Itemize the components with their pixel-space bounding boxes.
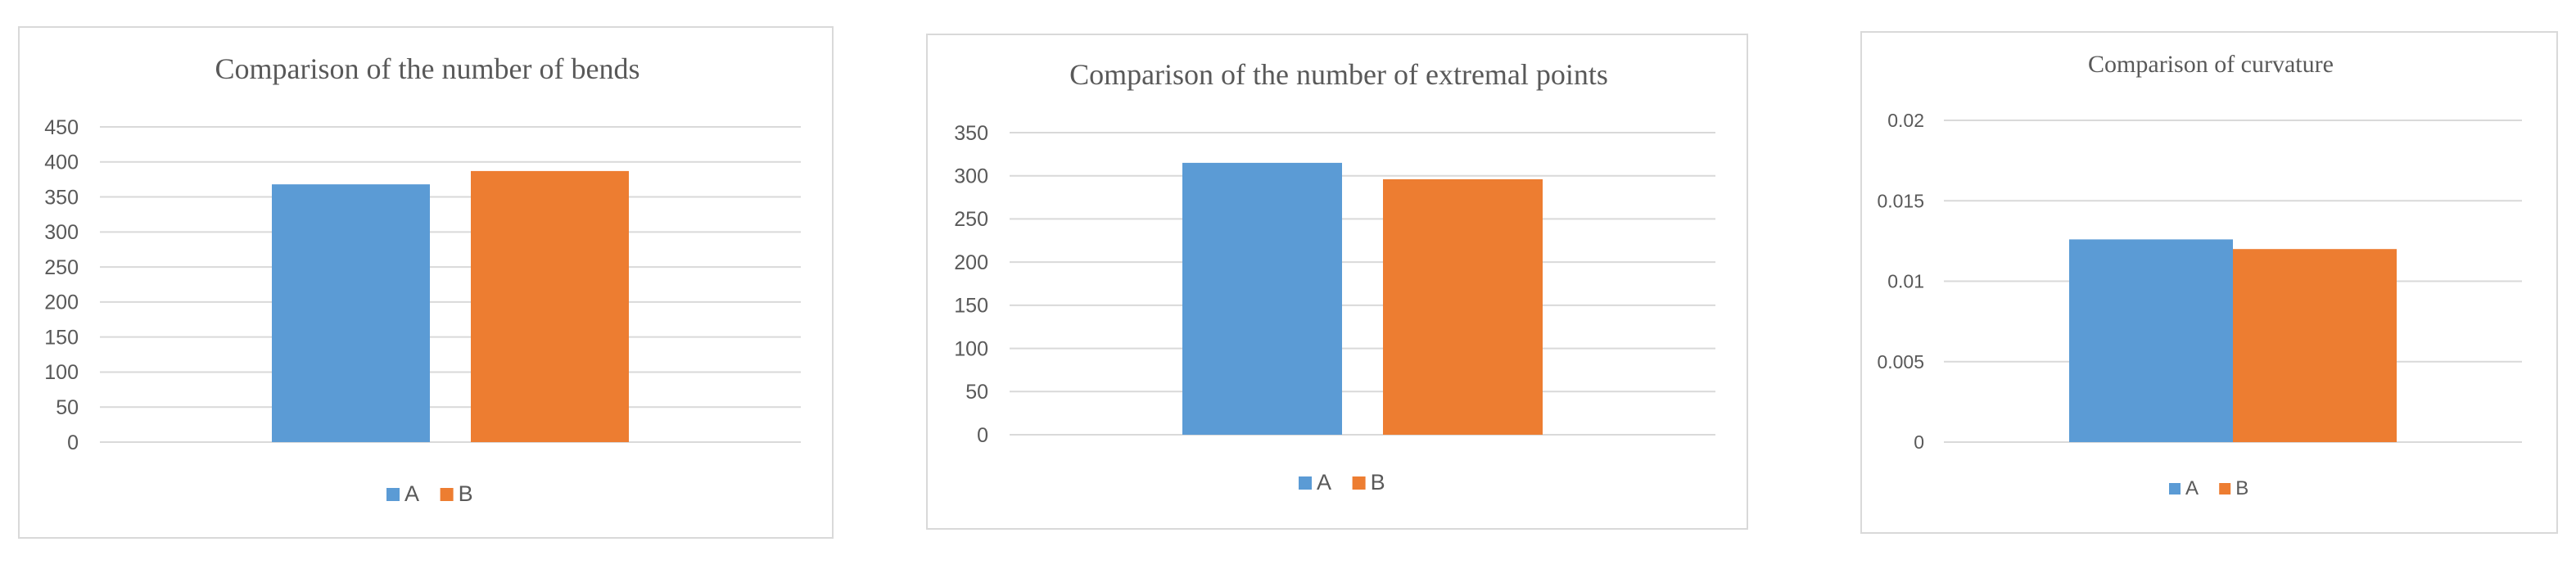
y-tick-label: 0 — [1914, 431, 1924, 453]
y-tick-label: 200 — [44, 291, 79, 314]
legend-swatch-a — [386, 488, 400, 501]
y-tick-label: 100 — [44, 361, 79, 384]
legend-label-a: A — [404, 481, 419, 506]
bar-b — [1383, 178, 1543, 435]
y-tick-label: 250 — [954, 208, 988, 231]
legend-swatch-a — [1299, 476, 1312, 490]
legend-label-b: B — [2235, 477, 2248, 499]
y-tick-label: 350 — [954, 122, 988, 145]
y-tick-label: 350 — [44, 186, 79, 209]
chart-curvature: Comparison of curvature 0 0.005 0.01 0.015 0.… — [1877, 51, 2522, 499]
y-tick-label: 0 — [67, 431, 79, 454]
bar-a — [1182, 162, 1342, 435]
y-tick-label: 0 — [977, 424, 988, 447]
bar-b — [471, 170, 629, 442]
legend-label-b: B — [1371, 470, 1385, 494]
bar-a — [272, 184, 430, 442]
y-tick-label: 200 — [954, 251, 988, 274]
legend-label-a: A — [2185, 477, 2199, 499]
chart-title: Comparison of the number of bends — [215, 52, 640, 85]
chart-panel-extremal-points: Comparison of the number of extremal poi… — [926, 34, 1748, 530]
chart-title: Comparison of curvature — [2088, 51, 2334, 78]
bar-b — [2233, 249, 2397, 442]
legend-label-a: A — [1317, 470, 1331, 494]
y-tick-label: 100 — [954, 337, 988, 360]
legend-label-b: B — [459, 481, 473, 506]
chart-extremal-points: Comparison of the number of extremal poi… — [954, 58, 1715, 494]
y-tick-label: 300 — [44, 221, 79, 244]
legend-swatch-b — [2219, 483, 2231, 494]
chart-panel-curvature: Comparison of curvature 0 0.005 0.01 0.015 0.… — [1860, 31, 2558, 534]
y-tick-label: 150 — [44, 326, 79, 349]
chart-title: Comparison of the number of extremal poi… — [1069, 58, 1608, 91]
chart-bends: Comparison of the number of bends 0 50 100 1… — [44, 52, 801, 506]
y-tick-label: 50 — [965, 381, 988, 404]
y-tick-label: 400 — [44, 151, 79, 174]
y-tick-label: 0.015 — [1877, 190, 1924, 211]
y-tick-label: 450 — [44, 116, 79, 139]
y-tick-label: 300 — [954, 165, 988, 187]
y-tick-label: 0.02 — [1887, 110, 1924, 131]
y-tick-label: 0.005 — [1877, 351, 1924, 373]
y-tick-label: 150 — [954, 295, 988, 318]
y-tick-label: 0.01 — [1887, 271, 1924, 292]
y-tick-label: 50 — [56, 396, 79, 419]
y-tick-label: 250 — [44, 256, 79, 279]
bar-a — [2069, 239, 2233, 442]
chart-panel-bends: Comparison of the number of bends 0 50 100 1… — [18, 26, 834, 539]
legend-swatch-b — [1352, 476, 1366, 490]
legend-swatch-a — [2169, 483, 2181, 494]
legend-swatch-b — [440, 488, 454, 501]
